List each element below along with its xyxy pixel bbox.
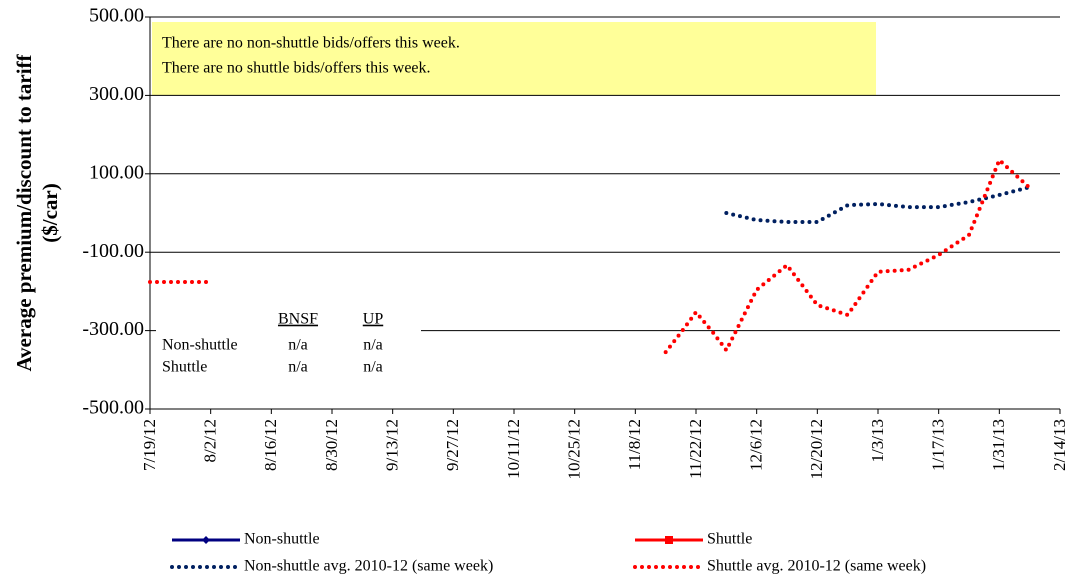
legend-label: Shuttle avg. 2010-12 (same week) [707, 558, 926, 575]
y-tick-label: 300.00 [89, 83, 144, 105]
x-tick-label: 9/27/12 [443, 419, 462, 471]
y-tick-label: 500.00 [89, 5, 144, 27]
annotation-box [152, 22, 876, 95]
table-cell: n/a [363, 359, 383, 376]
y-tick-label: -100.00 [82, 240, 144, 262]
x-tick-label: 10/11/12 [504, 419, 523, 479]
table-cell: n/a [288, 359, 308, 376]
table-cell: n/a [288, 337, 308, 354]
series-line [724, 185, 1032, 225]
y-tick-label: -500.00 [82, 397, 144, 419]
annotation: There are no shuttle bids/offers this we… [162, 60, 431, 77]
legend-marker [665, 536, 673, 544]
x-tick-label: 2/14/13 [1050, 419, 1069, 471]
series-line [148, 156, 1032, 355]
legend-label: Shuttle [707, 531, 752, 548]
table-row-label: Shuttle [162, 359, 207, 376]
x-tick-label: 1/31/13 [989, 419, 1008, 471]
x-tick-label: 12/20/12 [807, 419, 826, 479]
table-row-label: Non-shuttle [162, 337, 238, 354]
x-tick-label: 1/3/13 [868, 419, 887, 462]
legend-label: Non-shuttle [244, 531, 320, 548]
y-tick-label: -300.00 [82, 318, 144, 340]
y-tick-label: 100.00 [89, 161, 144, 183]
table-cell: n/a [363, 337, 383, 354]
x-tick-label: 11/22/12 [686, 419, 705, 479]
x-tick-label: 8/30/12 [322, 419, 341, 471]
x-tick-label: 10/25/12 [565, 419, 584, 479]
legend-label: Non-shuttle avg. 2010-12 (same week) [244, 558, 493, 575]
table-header: BNSF [278, 311, 318, 328]
y-axis-label: ($/car) [38, 183, 62, 242]
table-bg [156, 305, 421, 380]
x-tick-label: 7/19/12 [140, 419, 159, 471]
x-tick-label: 9/13/12 [383, 419, 402, 471]
table-header: UP [363, 311, 384, 328]
y-axis-label: Average premium/discount to tariff [12, 53, 36, 371]
x-tick-label: 11/8/12 [625, 419, 644, 470]
x-tick-label: 12/6/12 [747, 419, 766, 471]
legend-marker [202, 536, 210, 544]
x-tick-label: 1/17/13 [929, 419, 948, 471]
x-tick-label: 8/16/12 [261, 419, 280, 471]
x-tick-label: 8/2/12 [201, 419, 220, 462]
annotation: There are no non-shuttle bids/offers thi… [162, 35, 460, 52]
